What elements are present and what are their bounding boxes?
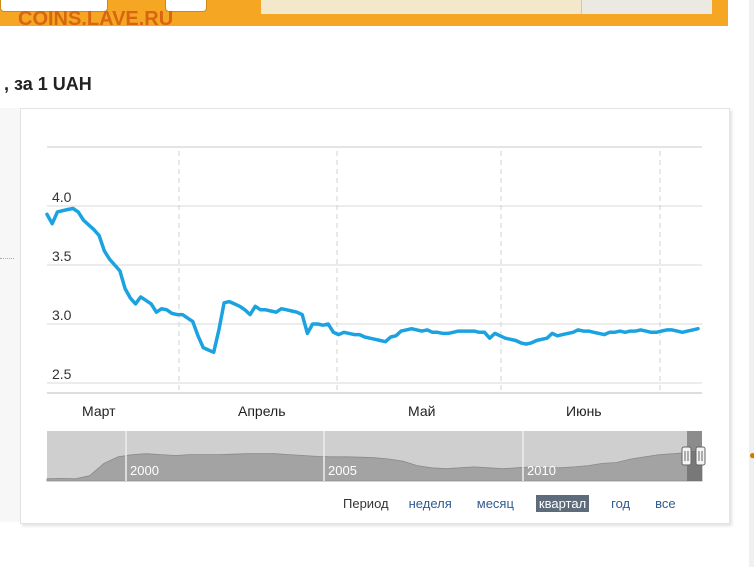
navigator-year-label: 2000 — [130, 463, 159, 478]
navigator-year-label: 2010 — [527, 463, 556, 478]
period-month-button[interactable]: месяц — [476, 495, 514, 511]
y-axis: 2.5 3.0 3.5 4.0 — [52, 189, 72, 382]
month-label: Март — [82, 403, 116, 419]
navigator-area — [46, 449, 703, 482]
rate-line — [45, 206, 700, 355]
month-label: Июнь — [566, 403, 602, 419]
y-tick-label: 3.0 — [52, 307, 72, 323]
nav-tab[interactable] — [0, 0, 108, 12]
period-label: Период — [343, 495, 389, 511]
navigator-year-label: 2005 — [328, 463, 357, 478]
y-tick-label: 4.0 — [52, 189, 72, 205]
month-label: Май — [408, 403, 435, 419]
nav-tab[interactable] — [165, 0, 207, 12]
scrollbar[interactable] — [749, 0, 754, 567]
page-title: , за 1 UAH — [4, 74, 92, 94]
navigator-selection — [687, 431, 702, 481]
period-week-button[interactable]: неделя — [408, 495, 452, 511]
period-all-button[interactable]: все — [655, 495, 676, 511]
range-navigator[interactable]: 2000 2005 2010 — [46, 431, 706, 482]
search-button[interactable] — [581, 0, 712, 14]
side-icon: ● — [749, 448, 754, 462]
navigator-handle[interactable] — [681, 446, 692, 466]
divider — [0, 258, 14, 259]
period-quarter-button[interactable]: квартал — [535, 494, 590, 512]
grid-layer — [47, 146, 702, 394]
line-layer — [45, 206, 700, 355]
y-tick-label: 3.5 — [52, 248, 72, 264]
top-navigation-bar — [0, 0, 728, 26]
y-tick-label: 2.5 — [52, 366, 72, 382]
month-label: Апрель — [238, 403, 286, 419]
navigator-handle[interactable] — [695, 446, 706, 466]
period-selector: Период неделя месяц квартал год все — [343, 494, 698, 512]
search-input[interactable] — [261, 0, 581, 14]
x-axis: Март Апрель Май Июнь — [82, 403, 602, 419]
period-year-button[interactable]: год — [611, 495, 631, 511]
site-watermark: COINS.LAVE.RU — [18, 8, 174, 30]
